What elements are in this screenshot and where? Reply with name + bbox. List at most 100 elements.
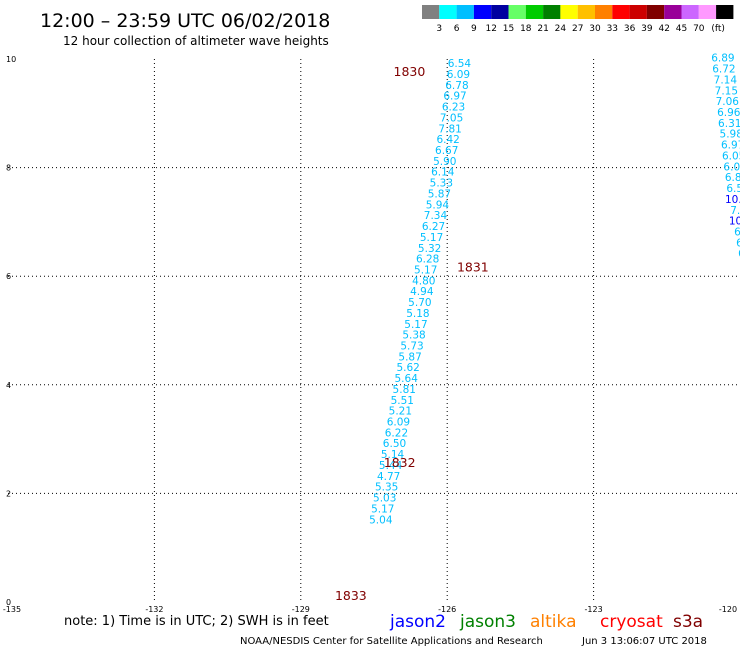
footer-timestamp: Jun 3 13:06:07 UTC 2018 <box>581 636 707 647</box>
color-scale-label: 21 <box>537 24 548 34</box>
wave-height-label: 10.19 <box>729 216 740 228</box>
wave-height-label: 6.67 <box>435 145 458 157</box>
x-tick-label: -129 <box>292 605 310 614</box>
color-scale-label: 70 <box>693 24 705 34</box>
color-scale-label: 36 <box>624 24 636 34</box>
wave-height-label: 5.35 <box>375 482 398 494</box>
wave-height-label: 5.98 <box>720 129 740 141</box>
color-scale-label: 15 <box>503 24 514 34</box>
y-tick-label: 8 <box>6 164 11 173</box>
wave-height-label: 6.05 <box>722 150 740 162</box>
data-labels: 6.546.096.786.976.237.057.816.426.675.90… <box>369 53 740 527</box>
wave-height-label: 6.53 <box>736 237 740 249</box>
color-scale-label: 9 <box>471 24 477 34</box>
wave-height-label: 5.90 <box>433 156 456 168</box>
color-swatch <box>698 5 717 19</box>
color-swatch <box>491 5 509 19</box>
wave-height-label: 6.31 <box>718 118 740 130</box>
chart-subtitle: 12 hour collection of altimeter wave hei… <box>63 34 329 48</box>
color-scale-label: 42 <box>658 24 669 34</box>
y-tick-label: 6 <box>6 272 11 281</box>
plot-frame <box>7 58 740 603</box>
wave-height-label: 7.81 <box>438 123 461 135</box>
wave-height-label: 10.47 <box>725 194 740 206</box>
wave-height-label: 6.54 <box>448 58 472 70</box>
color-scale-legend: 3 6 9 12 15 18 21 24 27 30 33 36 39 42 45 70 (ft) <box>422 5 734 34</box>
footer-credit: NOAA/NESDIS Center for Satellite Applica… <box>240 636 543 647</box>
color-scale-label: 33 <box>607 24 618 34</box>
color-scale-label: 27 <box>572 24 583 34</box>
wave-height-label: 4.80 <box>412 275 435 287</box>
color-scale-label: 18 <box>520 24 532 34</box>
satellite-legend: jason2 jason3 altika cryosat s3a <box>389 612 703 632</box>
color-scale-label: 6 <box>454 24 460 34</box>
wave-height-label: 5.18 <box>406 308 429 320</box>
wave-height-label: 5.04 <box>369 514 393 526</box>
x-tick-label: -132 <box>145 605 163 614</box>
wave-height-label: 5.33 <box>430 178 453 190</box>
wave-height-label: 6.78 <box>445 80 468 92</box>
wave-height-label: 6.97 <box>443 91 466 103</box>
color-scale-label: 3 <box>436 24 442 34</box>
wave-height-label: 5.73 <box>400 341 423 353</box>
wave-height-label: 6.23 <box>442 102 465 114</box>
wave-height-label: 7.05 <box>440 112 463 124</box>
wave-height-label: 7.06 <box>716 96 740 108</box>
time-label: 1831 <box>457 259 489 274</box>
wave-height-label: 5.62 <box>396 362 419 374</box>
color-scale-label: (ft) <box>711 24 725 34</box>
wave-height-label: 7.15 <box>715 85 738 97</box>
color-swatch <box>525 5 544 19</box>
wave-height-label: 5.17 <box>404 319 427 331</box>
grid-lines <box>8 59 740 602</box>
wave-height-label: 6.28 <box>416 254 439 266</box>
wave-height-label: 5.17 <box>371 503 394 515</box>
wave-height-label: 7.14 <box>714 74 738 86</box>
wave-height-label: 5.14 <box>381 449 405 461</box>
wave-height-label: 7.34 <box>424 210 448 222</box>
wave-height-label: 6.09 <box>723 161 740 173</box>
wave-height-label: 6.89 <box>711 53 734 65</box>
wave-height-label: 6.09 <box>447 69 470 81</box>
wave-height-label: 5.87 <box>398 351 421 363</box>
footer-note: note: 1) Time is in UTC; 2) SWH is in fe… <box>64 614 329 629</box>
color-swatch <box>560 5 578 19</box>
time-label: 1832 <box>384 455 416 470</box>
wave-height-label: 4.77 <box>377 471 400 483</box>
wave-height-label: 5.17 <box>420 232 443 244</box>
satellite-legend-item: jason3 <box>459 612 516 632</box>
color-swatch <box>439 5 457 19</box>
wave-height-label: 5.81 <box>393 384 416 396</box>
x-axis: -135 -132 -129 -126 -123 -120 <box>3 605 737 614</box>
color-swatch <box>508 5 526 19</box>
wave-height-label: 6.09 <box>387 417 410 429</box>
color-scale-label: 39 <box>641 24 653 34</box>
wave-height-label: 5.44 <box>379 460 403 472</box>
wave-height-label: 6.19 <box>738 248 740 260</box>
color-scale-label: 30 <box>589 24 601 34</box>
color-swatch <box>577 5 595 19</box>
y-tick-label: 2 <box>6 489 11 498</box>
y-tick-label: 4 <box>6 381 11 390</box>
y-tick-label: 0 <box>6 598 11 607</box>
color-scale-label: 24 <box>555 24 567 34</box>
chart-title: 12:00 – 23:59 UTC 06/02/2018 <box>40 10 330 32</box>
x-tick-label: -123 <box>585 605 603 614</box>
color-swatch <box>664 5 682 19</box>
wave-height-label: 6.23 <box>734 226 740 238</box>
y-tick-label: 10 <box>6 55 16 64</box>
color-swatch <box>473 5 492 19</box>
x-tick-label: -120 <box>719 605 737 614</box>
wave-height-label: 6.22 <box>385 427 408 439</box>
color-swatch <box>629 5 647 19</box>
time-labels: 1830 1831 1832 1833 <box>335 64 489 603</box>
wave-height-label: 6.42 <box>436 134 459 146</box>
wave-height-label: 5.51 <box>391 395 414 407</box>
wave-height-label: 5.87 <box>428 188 451 200</box>
wave-height-label: 5.17 <box>414 264 437 276</box>
wave-height-label: 4.94 <box>410 286 434 298</box>
satellite-legend-item: s3a <box>673 612 703 632</box>
wave-height-label: 5.32 <box>418 243 441 255</box>
y-axis: 0 2 4 6 8 10 <box>6 55 16 607</box>
